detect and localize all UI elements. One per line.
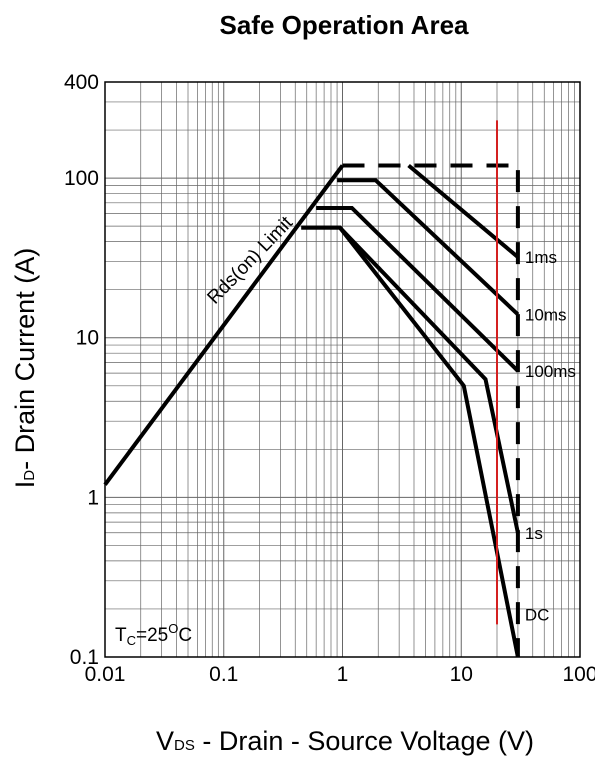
y-tick-label: 1: [87, 486, 99, 509]
y-tick-label: 0.1: [70, 646, 99, 669]
y-tick-label: 10: [76, 327, 99, 350]
y-tick-label: 400: [64, 71, 99, 94]
x-tick-label: 10: [450, 663, 473, 686]
series-labels: 1ms 10ms 100ms 1s DC: [525, 248, 576, 624]
x-tick-label: 0.01: [85, 663, 126, 686]
chart-title: Safe Operation Area: [219, 10, 469, 40]
rds-on-limit-label: Rds(on) Limit: [203, 212, 297, 308]
x-axis-label: VDS - Drain - Source Voltage (V): [156, 726, 534, 756]
series-label-100ms: 100ms: [525, 362, 576, 381]
series-lines: [103, 163, 520, 658]
series-line-dc: [301, 225, 520, 658]
plot-frame: [104, 81, 581, 658]
y-tick-label: 100: [64, 167, 99, 190]
x-tick-label: 0.1: [209, 663, 238, 686]
series-line-1ms: [407, 163, 520, 259]
temperature-note: TC=25OC: [115, 621, 192, 648]
x-tick-label: 100: [562, 663, 595, 686]
x-tick-label: 1: [337, 663, 349, 686]
series-line-rds-on-limit: [103, 164, 345, 486]
series-line-10ms: [337, 178, 520, 316]
y-axis-label: ID- Drain Current (A): [10, 248, 40, 488]
series-label-1ms: 1ms: [525, 248, 557, 267]
series-line-100ms: [316, 206, 520, 373]
series-label-1s: 1s: [525, 524, 543, 543]
series-label-dc: DC: [525, 605, 550, 624]
series-label-10ms: 10ms: [525, 305, 567, 324]
grid: [105, 82, 580, 657]
